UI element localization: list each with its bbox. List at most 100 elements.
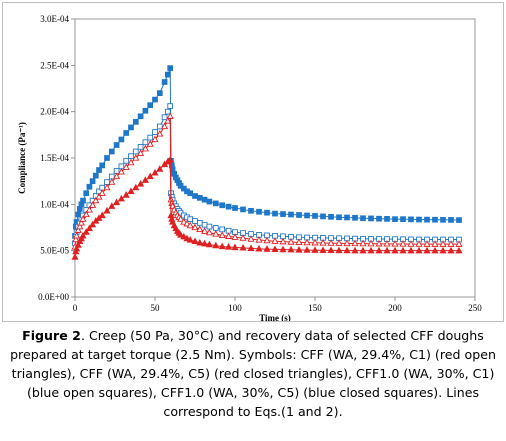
series-line	[74, 116, 459, 248]
data-point	[343, 246, 351, 254]
data-point	[263, 236, 271, 244]
data-point	[167, 65, 174, 71]
data-point	[311, 238, 319, 246]
data-point	[400, 216, 406, 223]
data-point	[183, 219, 191, 227]
data-point	[74, 226, 82, 233]
data-point	[164, 71, 171, 78]
data-point	[98, 189, 106, 196]
data-point	[383, 239, 391, 247]
data-point	[191, 223, 199, 231]
data-point	[146, 172, 154, 180]
data-point	[303, 246, 311, 253]
data-point	[147, 102, 154, 109]
data-point	[98, 211, 106, 219]
caption-label: Figure 2	[22, 328, 81, 343]
data-point	[424, 216, 430, 223]
data-point	[95, 192, 103, 200]
data-point	[166, 155, 174, 163]
data-point	[264, 209, 270, 216]
data-point	[92, 196, 100, 204]
chart-plot: 0 50 100 150 200 250 0.0E+00 5.0E-05 1.0E-04 1.5E…	[17, 14, 482, 321]
data-point	[108, 148, 115, 155]
data-point	[123, 157, 130, 164]
data-point	[391, 246, 399, 254]
data-point	[351, 239, 359, 247]
data-point	[336, 214, 342, 221]
data-point	[161, 79, 168, 85]
data-point	[117, 167, 125, 175]
data-point	[122, 191, 130, 198]
data-point	[376, 215, 382, 222]
x-tick-label: 50	[151, 303, 161, 313]
data-point	[132, 154, 140, 161]
data-point	[79, 215, 87, 222]
data-point	[141, 176, 149, 183]
data-point	[295, 238, 303, 245]
data-point	[85, 224, 93, 232]
data-point	[156, 165, 164, 172]
data-point	[180, 232, 188, 240]
y-tick-label: 1.0E-04	[40, 199, 69, 209]
y-tick-label: 0.0E+00	[38, 292, 69, 302]
data-point	[367, 246, 375, 254]
data-point	[431, 240, 439, 247]
data-point	[447, 240, 455, 247]
data-point	[440, 216, 446, 223]
data-point	[141, 144, 149, 152]
data-point	[335, 246, 343, 254]
data-point	[113, 142, 120, 148]
data-point	[375, 239, 383, 247]
data-point	[117, 194, 125, 202]
data-point	[89, 201, 97, 208]
data-point	[288, 211, 294, 218]
data-point	[423, 240, 431, 247]
data-point	[231, 233, 239, 240]
data-point	[152, 129, 158, 135]
data-point	[196, 225, 204, 233]
data-point	[456, 217, 462, 223]
x-tick-label: 250	[468, 303, 482, 313]
data-point	[151, 135, 159, 143]
data-point	[327, 246, 335, 254]
data-point	[255, 236, 263, 243]
data-point	[287, 238, 295, 245]
data-point	[263, 245, 271, 252]
data-point	[127, 187, 135, 195]
data-point	[196, 194, 203, 201]
x-tick-label: 0	[73, 303, 78, 313]
data-point	[201, 221, 208, 228]
data-point	[86, 183, 93, 190]
data-point	[423, 246, 431, 254]
caption-text: . Creep (50 Pa, 30°C) and recovery data …	[10, 328, 496, 419]
data-point	[399, 240, 407, 247]
data-point	[212, 241, 220, 249]
data-point	[108, 178, 116, 185]
data-point	[180, 217, 188, 225]
data-point	[455, 246, 463, 254]
data-point	[71, 253, 79, 260]
data-point	[212, 230, 220, 237]
data-point	[205, 228, 213, 236]
data-point	[344, 214, 350, 221]
data-point	[82, 228, 90, 235]
data-point	[104, 155, 110, 161]
data-point	[335, 239, 343, 246]
data-point	[147, 134, 154, 141]
data-point	[77, 218, 85, 226]
data-point	[128, 124, 134, 131]
data-point	[271, 245, 279, 253]
figure-caption: Figure 2. Creep (50 Pa, 30°C) and recove…	[6, 326, 500, 421]
data-point	[186, 221, 194, 229]
data-point	[225, 232, 233, 239]
data-point	[137, 179, 145, 187]
y-tick-label: 5.0E-05	[40, 246, 69, 256]
data-point	[151, 168, 159, 176]
data-point	[132, 183, 140, 191]
data-point	[164, 116, 172, 124]
data-point	[161, 122, 169, 130]
data-point	[304, 212, 310, 219]
data-point	[272, 210, 278, 217]
data-point	[187, 190, 194, 197]
data-point	[255, 244, 263, 252]
